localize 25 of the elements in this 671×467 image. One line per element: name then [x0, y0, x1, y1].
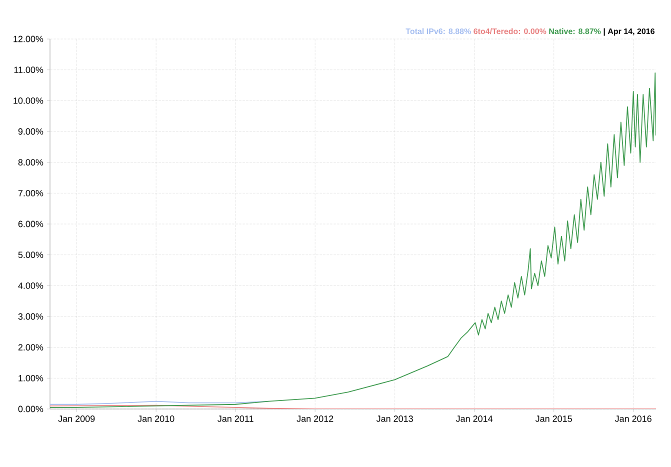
y-tick-label: 5.00% [18, 252, 44, 258]
y-tick-label: 11.00% [14, 66, 44, 74]
y-tick-label: 4.00% [18, 282, 44, 289]
y-tick-label: 1.00% [18, 374, 44, 382]
y-tick-label: 6.00% [18, 220, 44, 228]
x-tick-label: Jan 2014 [456, 416, 493, 422]
x-tick-label: Jan 2009 [58, 416, 95, 422]
y-tick-label: 7.00% [18, 190, 44, 196]
text: | Apr 14, 2016 [604, 28, 654, 36]
y-tick-label: 2.00% [18, 344, 44, 351]
text: Total IPv6: 8.88% [406, 28, 471, 34]
x-tick-label: Jan 2011 [218, 416, 254, 422]
x-tick-label: Jan 2015 [535, 416, 572, 422]
y-tick-label: 12.00% [14, 36, 44, 42]
y-tick-label: 9.00% [18, 128, 44, 135]
y-tick-label: 0.00% [18, 406, 44, 412]
x-tick-label: Jan 2012 [296, 416, 334, 422]
x-tick-label: Jan 2010 [138, 416, 174, 422]
y-tick-label: 8.00% [18, 159, 44, 166]
text: Native: 8.87% [549, 28, 601, 34]
x-tick-label: Jan 2013 [376, 416, 413, 422]
x-tick-label: Jan 2016 [614, 416, 652, 422]
y-tick-label: 3.00% [18, 313, 44, 320]
y-tick-label: 10.00% [14, 97, 44, 104]
text: 6to4/Teredo: 0.00% [474, 28, 546, 34]
